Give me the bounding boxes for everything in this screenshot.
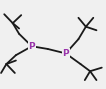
Text: P: P	[29, 42, 35, 51]
Text: P: P	[62, 49, 69, 58]
